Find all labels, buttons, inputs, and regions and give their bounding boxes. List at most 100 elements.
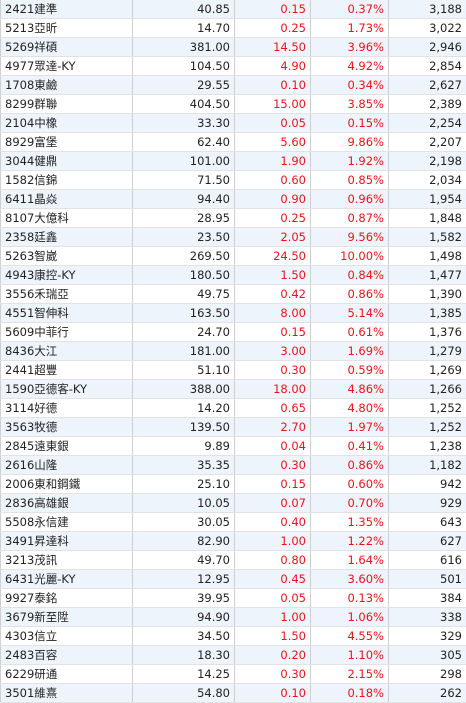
stock-change-percent: 0.41%	[311, 437, 389, 456]
stock-change-percent: 1.06%	[311, 608, 389, 627]
stock-name[interactable]: 5263智崴	[1, 247, 133, 266]
stock-name[interactable]: 2483百容	[1, 646, 133, 665]
stock-change-percent: 1.10%	[311, 646, 389, 665]
stock-volume: 1,390	[389, 285, 466, 304]
stock-volume: 1,582	[389, 228, 466, 247]
stock-name[interactable]: 4977眾達-KY	[1, 57, 133, 76]
stock-price: 381.00	[133, 38, 235, 57]
stock-name[interactable]: 4551智伸科	[1, 304, 133, 323]
stock-name[interactable]: 3679新至陞	[1, 608, 133, 627]
stock-price: 12.95	[133, 570, 235, 589]
stock-name[interactable]: 1590亞德客-KY	[1, 380, 133, 399]
stock-name[interactable]: 2358廷鑫	[1, 228, 133, 247]
stock-name[interactable]: 5609中菲行	[1, 323, 133, 342]
stock-name[interactable]: 2441超豐	[1, 361, 133, 380]
stock-change-percent: 0.15%	[311, 114, 389, 133]
stock-name[interactable]: 8299群聯	[1, 95, 133, 114]
stock-change-percent: 3.85%	[311, 95, 389, 114]
stock-name[interactable]: 3114好德	[1, 399, 133, 418]
stock-name[interactable]: 6229研通	[1, 665, 133, 684]
stock-volume: 1,848	[389, 209, 466, 228]
stock-name[interactable]: 9927泰銘	[1, 589, 133, 608]
stock-name[interactable]: 3213茂訊	[1, 551, 133, 570]
stock-volume: 2,198	[389, 152, 466, 171]
stock-name[interactable]: 5269祥碩	[1, 38, 133, 57]
stock-name[interactable]: 6431光麗-KY	[1, 570, 133, 589]
stock-name[interactable]: 8436大江	[1, 342, 133, 361]
stock-name[interactable]: 2845遠東銀	[1, 437, 133, 456]
stock-name[interactable]: 3044健鼎	[1, 152, 133, 171]
stock-change: 0.10	[235, 684, 311, 703]
stock-name[interactable]: 8929富堡	[1, 133, 133, 152]
stock-name[interactable]: 1708東鹼	[1, 76, 133, 95]
stock-price: 49.75	[133, 285, 235, 304]
stock-name[interactable]: 3556禾瑞亞	[1, 285, 133, 304]
stock-name[interactable]: 1582信錦	[1, 171, 133, 190]
stock-name[interactable]: 3491昇達科	[1, 532, 133, 551]
stock-name[interactable]: 2006東和鋼鐵	[1, 475, 133, 494]
stock-volume: 1,477	[389, 266, 466, 285]
stock-change-percent: 5.14%	[311, 304, 389, 323]
stock-name[interactable]: 6411晶焱	[1, 190, 133, 209]
stock-change: 0.15	[235, 0, 311, 19]
stock-name[interactable]: 4943康控-KY	[1, 266, 133, 285]
stock-change: 0.10	[235, 76, 311, 95]
stock-name[interactable]: 8107大億科	[1, 209, 133, 228]
stock-name[interactable]: 2616山隆	[1, 456, 133, 475]
stock-name[interactable]: 4303信立	[1, 627, 133, 646]
stock-name[interactable]: 5213亞昕	[1, 19, 133, 38]
stock-name[interactable]: 2836高雄銀	[1, 494, 133, 513]
stock-price: 82.90	[133, 532, 235, 551]
stock-change-percent: 3.96%	[311, 38, 389, 57]
stock-change-percent: 4.80%	[311, 399, 389, 418]
stock-volume: 2,254	[389, 114, 466, 133]
stock-name[interactable]: 3563牧德	[1, 418, 133, 437]
stock-price: 49.70	[133, 551, 235, 570]
stock-name[interactable]: 3501維熹	[1, 684, 133, 703]
stock-name[interactable]: 2104中橡	[1, 114, 133, 133]
stock-price: 35.35	[133, 456, 235, 475]
stock-change: 8.00	[235, 304, 311, 323]
stock-name[interactable]: 2421建準	[1, 0, 133, 19]
stock-volume: 2,627	[389, 76, 466, 95]
stock-change: 15.00	[235, 95, 311, 114]
stock-name[interactable]: 5508永信建	[1, 513, 133, 532]
